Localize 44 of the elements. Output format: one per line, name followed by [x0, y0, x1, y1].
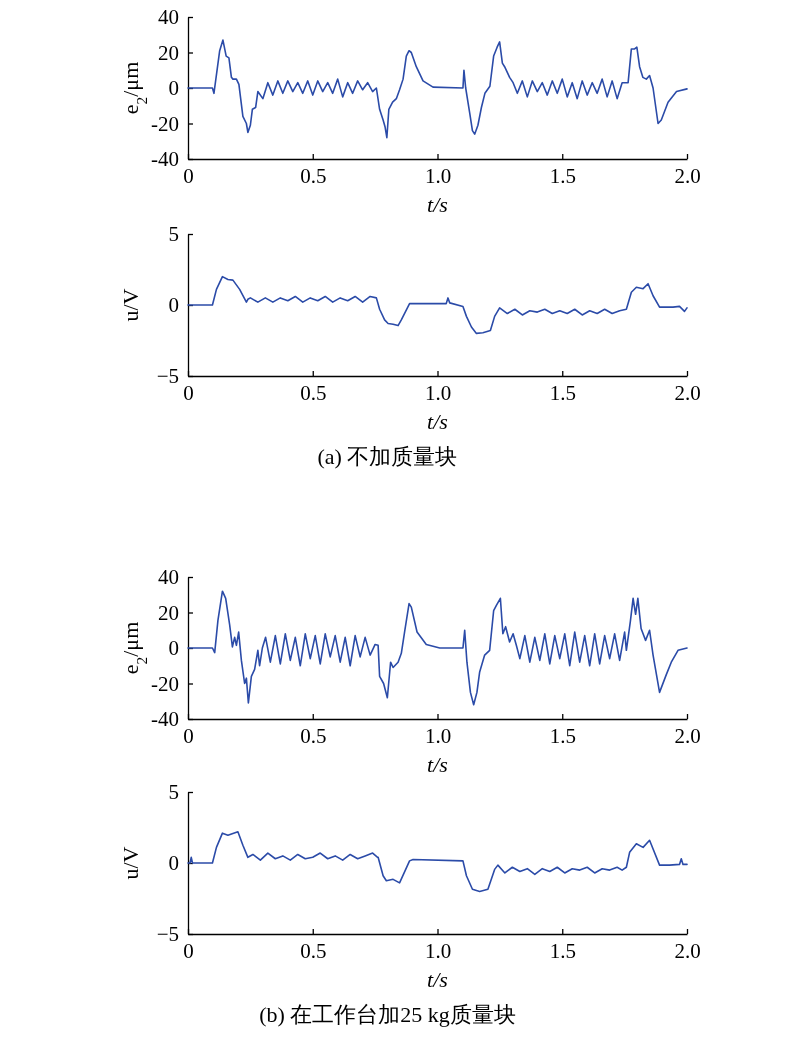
- line-series: [187, 275, 688, 335]
- y-tick-label: 5: [168, 780, 179, 805]
- y-tick-label: 20: [158, 600, 179, 625]
- x-tick-label: 2.0: [674, 723, 701, 748]
- x-axis-title: t/s: [427, 967, 448, 992]
- x-tick-label: 1.5: [549, 380, 576, 405]
- line-series: [187, 830, 688, 893]
- y-tick-label: -40: [151, 147, 179, 172]
- x-tick-label: 1.0: [424, 163, 452, 188]
- y-tick-label: −5: [156, 922, 179, 947]
- y-tick-label: -20: [151, 671, 179, 696]
- x-tick-label: 1.0: [424, 723, 452, 748]
- y-axis-title: u/V: [118, 288, 143, 322]
- x-tick-label: 1.0: [424, 938, 452, 963]
- y-tick-label: 0: [168, 636, 179, 661]
- y-tick-label: -40: [151, 707, 179, 732]
- y-tick-label: 0: [168, 76, 179, 101]
- y-tick-label: 5: [168, 222, 179, 247]
- y-axis-title: u/V: [118, 846, 143, 880]
- text: (a) 不加质量块: [317, 444, 458, 469]
- x-tick-label: 0.5: [300, 380, 327, 405]
- y-tick-label: −5: [156, 364, 179, 389]
- x-tick-label: 0.5: [300, 938, 327, 963]
- x-axis-title: t/s: [427, 192, 448, 217]
- x-tick-label: 1.5: [549, 723, 576, 748]
- x-tick-label: 1.5: [549, 163, 576, 188]
- x-tick-label: 0.5: [300, 723, 327, 748]
- line-series: [187, 39, 688, 139]
- y-tick-label: 40: [158, 5, 179, 30]
- x-axis-title: t/s: [427, 752, 448, 777]
- x-tick-label: 2.0: [674, 938, 701, 963]
- y-tick-label: 40: [158, 565, 179, 590]
- x-tick-label: 0.5: [300, 163, 327, 188]
- y-tick-label: 20: [158, 40, 179, 65]
- x-tick-label: 2.0: [674, 163, 701, 188]
- text: (b) 在工作台加25 kg质量块: [259, 1002, 516, 1027]
- x-tick-label: 1.5: [549, 938, 576, 963]
- line-series: [187, 590, 688, 706]
- y-tick-label: -20: [151, 111, 179, 136]
- y-tick-label: 0: [168, 293, 179, 318]
- x-tick-label: 1.0: [424, 380, 452, 405]
- x-axis-title: t/s: [427, 409, 448, 434]
- y-tick-label: 0: [168, 851, 179, 876]
- x-tick-label: 2.0: [674, 380, 701, 405]
